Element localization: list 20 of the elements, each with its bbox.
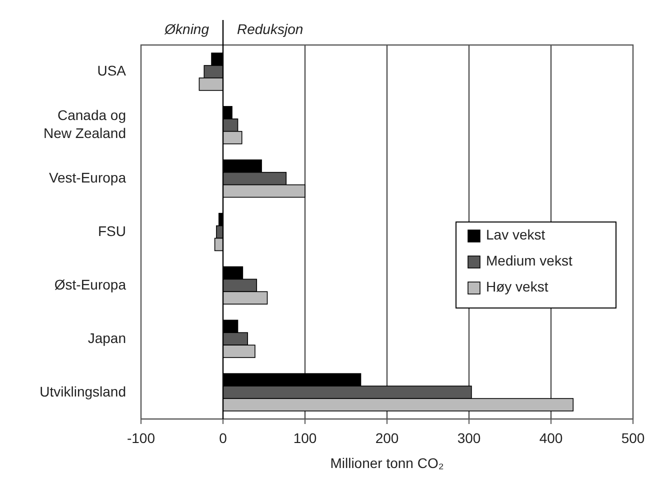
legend-label: Høy vekst: [486, 278, 548, 295]
legend-label: Lav vekst: [486, 226, 546, 243]
y-tick-label: FSU: [98, 222, 126, 239]
x-tick-label: 100: [293, 430, 317, 446]
text: Økning: [164, 21, 210, 37]
legend-label: Medium vekst: [486, 252, 572, 269]
x-axis-title: Millioner tonn CO₂: [330, 455, 444, 471]
y-tick-label: Japan: [88, 330, 126, 346]
x-tick-label: 300: [457, 430, 481, 446]
y-tick-label: Øst-Europa: [54, 276, 126, 292]
y-tick-label: Vest-Europa: [48, 169, 126, 186]
y-tick-label: USA: [97, 62, 127, 78]
x-tick-label: 0: [219, 430, 228, 446]
x-tick-label: 500: [621, 430, 645, 446]
y-tick-label: Canada og New Zealand: [44, 106, 126, 141]
text: Reduksjon: [237, 21, 304, 37]
y-tick-label: Utviklingsland: [40, 382, 126, 399]
x-tick-label: 400: [539, 430, 563, 446]
x-tick-label: 200: [375, 430, 399, 446]
x-tick-label: -100: [126, 430, 156, 446]
